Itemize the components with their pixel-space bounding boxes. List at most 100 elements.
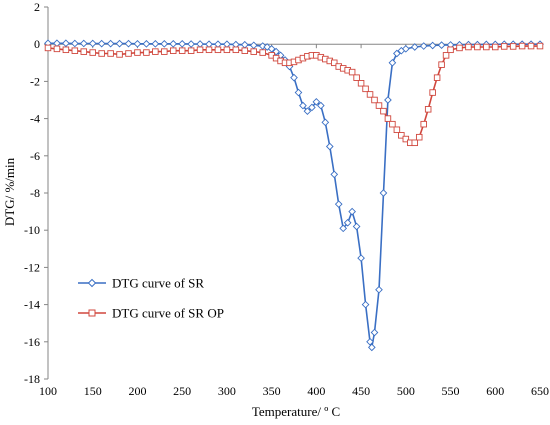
data-point [380,107,387,115]
data-point [352,222,361,231]
x-tick-label: 600 [486,384,504,398]
data-point [321,118,330,127]
data-point [169,47,177,54]
legend-marker-sr [87,278,97,288]
x-axis-label: Temperature/ º C [252,404,340,419]
data-point [330,170,339,179]
data-point [509,43,517,50]
series-sr [44,39,544,352]
data-point [80,48,88,55]
data-point [303,107,312,115]
data-point [536,42,544,50]
data-point [267,45,276,53]
data-point [88,39,97,48]
data-point [325,142,334,151]
data-point [89,49,96,56]
data-point [375,102,383,109]
y-tick-label: -6 [30,149,40,163]
data-point [437,41,446,49]
data-point [142,39,151,48]
y-tick-label: -14 [24,298,40,312]
data-point [367,343,376,352]
data-point [290,73,298,82]
data-point [161,48,168,55]
data-point [106,39,115,48]
data-point [316,101,325,110]
x-tick-label: 150 [84,384,102,398]
data-point [420,120,427,128]
data-point [492,43,499,51]
series-line [48,42,540,348]
data-point [433,74,441,81]
data-point [240,40,249,49]
data-point [187,40,195,48]
data-point [353,74,360,81]
data-point [134,49,141,56]
data-point [143,49,150,56]
data-point [169,39,178,48]
y-tick-label: -8 [30,186,40,200]
data-point [442,52,450,59]
x-tick-label: 400 [307,384,325,398]
data-point [357,80,365,87]
data-point [299,101,307,110]
data-point [384,96,392,104]
data-point [187,47,195,54]
data-point [62,46,70,54]
data-point [402,135,410,143]
data-point [241,47,249,54]
data-point [259,49,266,56]
data-point [415,133,423,141]
data-point [152,48,159,55]
data-point [474,43,481,51]
data-point [362,85,369,93]
x-tick-label: 250 [173,384,191,398]
x-tick-label: 500 [397,384,415,398]
data-point [371,96,378,104]
data-point [116,51,123,58]
x-tick-label: 100 [39,384,57,398]
data-point [366,337,374,346]
data-point [62,39,70,48]
data-point [308,103,316,112]
data-point [465,43,472,51]
data-point [115,39,124,48]
legend-marker-srop [88,309,96,317]
series-sr-op [44,42,544,147]
data-point [393,126,401,134]
data-point [424,106,432,113]
data-point [370,328,379,337]
data-point [393,49,401,58]
y-tick-label: -4 [30,112,40,126]
y-tick-label: -12 [24,260,40,274]
data-point [196,46,204,54]
data-point [98,50,105,57]
data-point [518,42,526,50]
x-tick-label: 300 [218,384,236,398]
data-point [196,40,204,48]
data-point [223,40,231,49]
series-layer [44,39,544,352]
data-point [419,42,428,50]
data-point [205,40,213,49]
data-point [366,91,374,98]
data-point [438,61,445,68]
data-point [70,39,79,48]
y-axis-label: DTG/ %/min [2,157,17,226]
data-point [312,98,321,106]
data-point [178,47,186,54]
y-tick-label: -16 [24,335,40,349]
legend: DTG curve of SR DTG curve of SR OP [78,276,224,321]
data-point [389,120,396,128]
legend-label-sr: DTG curve of SR [112,276,204,291]
data-point [456,44,463,52]
data-point [205,46,213,54]
data-point [527,42,535,50]
data-point [124,39,133,48]
data-point [447,46,454,54]
data-point [214,46,222,54]
data-point [411,139,419,147]
data-point [429,89,436,96]
data-point [410,43,419,51]
